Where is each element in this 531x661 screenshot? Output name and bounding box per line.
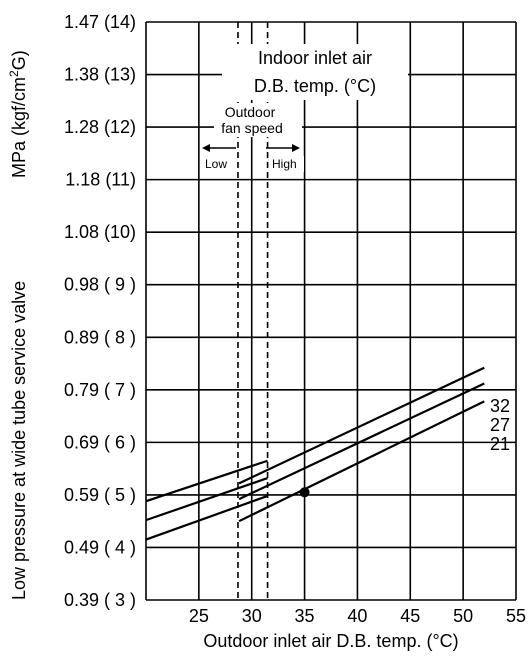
series-line-32 bbox=[238, 366, 485, 485]
series-line-27 bbox=[238, 382, 485, 501]
high-arrow-head bbox=[292, 144, 300, 152]
x-tick-label: 25 bbox=[189, 606, 209, 626]
y-tick-label: 0.49 ( 4 ) bbox=[64, 537, 136, 557]
x-tick-label: 50 bbox=[453, 606, 473, 626]
series-label-21: 21 bbox=[490, 434, 510, 454]
y-axis-label-text: Low pressure at wide tube service valve bbox=[9, 281, 29, 600]
y-axis-unit: MPa (kgf/cm2G) bbox=[7, 50, 29, 178]
y-tick-label: 0.59 ( 5 ) bbox=[64, 485, 136, 505]
y-tick-labels: 0.39 ( 3 ) 0.49 ( 4 ) 0.59 ( 5 ) 0.69 ( 6 )… bbox=[64, 12, 136, 610]
outdoor-label-line2: fan speed bbox=[221, 120, 283, 136]
high-label: High bbox=[272, 157, 297, 171]
y-tick-label: 1.38 (13) bbox=[64, 65, 136, 85]
x-axis-label: Outdoor inlet air D.B. temp. (°C) bbox=[203, 631, 458, 651]
y-tick-label: 0.98 ( 9 ) bbox=[64, 275, 136, 295]
y-tick-label: 0.79 ( 7 ) bbox=[64, 380, 136, 400]
series-label-32: 32 bbox=[490, 396, 510, 416]
y-tick-label: 1.08 (10) bbox=[64, 222, 136, 242]
y-axis-unit-suffix: G) bbox=[9, 50, 29, 70]
y-tick-label: 1.47 (14) bbox=[64, 12, 136, 32]
y-axis-label: Low pressure at wide tube service valve bbox=[9, 281, 29, 600]
chart-series bbox=[145, 366, 485, 541]
y-tick-label: 0.69 ( 6 ) bbox=[64, 432, 136, 452]
y-tick-label: 1.28 (12) bbox=[64, 117, 136, 137]
y-axis-unit-superscript: 2 bbox=[7, 70, 21, 77]
series-label-27: 27 bbox=[490, 415, 510, 435]
data-point-marker bbox=[299, 487, 310, 498]
chart-marker-group bbox=[299, 487, 310, 498]
series-line-27 bbox=[145, 477, 268, 522]
series-line-32 bbox=[145, 459, 268, 503]
x-tick-label: 45 bbox=[400, 606, 420, 626]
series-line-21 bbox=[238, 400, 485, 523]
low-label: Low bbox=[205, 157, 227, 171]
indoor-label-line2: D.B. temp. (°C) bbox=[254, 76, 376, 96]
low-arrow-head bbox=[202, 144, 210, 152]
x-tick-labels: 25 30 35 40 45 50 55 bbox=[189, 606, 526, 626]
high-label-bg bbox=[270, 156, 304, 172]
low-label-bg bbox=[202, 156, 230, 172]
x-tick-label: 35 bbox=[295, 606, 315, 626]
outdoor-label-bg bbox=[214, 103, 302, 137]
x-tick-label: 40 bbox=[347, 606, 367, 626]
indoor-label-line1: Indoor inlet air bbox=[258, 48, 372, 68]
outdoor-label-line1: Outdoor bbox=[225, 104, 276, 120]
x-tick-label: 30 bbox=[242, 606, 262, 626]
y-tick-label: 0.39 ( 3 ) bbox=[64, 590, 136, 610]
x-tick-label: 55 bbox=[506, 606, 526, 626]
fan-speed-lines bbox=[237, 22, 269, 600]
y-tick-label: 0.89 ( 8 ) bbox=[64, 327, 136, 347]
y-axis-unit-prefix: MPa (kgf/cm bbox=[9, 77, 29, 178]
indoor-label-bg bbox=[222, 44, 408, 100]
y-tick-label: 1.18 (11) bbox=[65, 170, 136, 190]
series-line-21 bbox=[145, 494, 268, 541]
